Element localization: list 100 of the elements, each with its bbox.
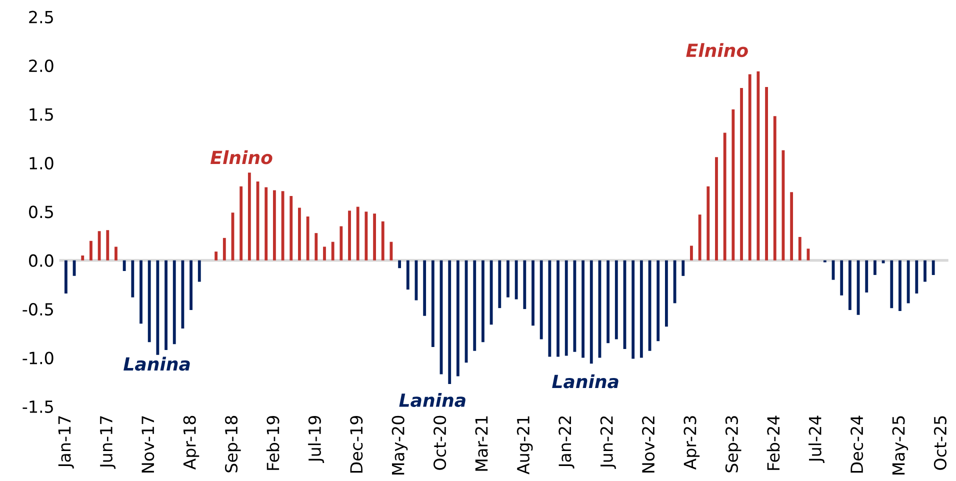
bar (98, 231, 101, 260)
bar (698, 214, 702, 260)
bar (482, 260, 484, 342)
bar (64, 260, 68, 294)
bar (706, 186, 710, 260)
bar (906, 260, 910, 304)
bar (164, 260, 168, 350)
y-tick-label: -1.5 (22, 400, 53, 414)
x-tick-label: Dec-24 (850, 416, 864, 473)
bar (548, 260, 552, 357)
bar (290, 196, 293, 260)
annotation: Elnino (210, 150, 272, 164)
bar (882, 260, 885, 264)
bar (264, 187, 268, 260)
bar (740, 88, 743, 260)
bar (222, 238, 226, 260)
bar (364, 212, 368, 260)
bar (840, 260, 844, 296)
x-tick-label: Nov-22 (642, 416, 655, 472)
x-tick-label: Jan-17 (58, 416, 74, 469)
bar (848, 260, 852, 310)
bar (898, 260, 902, 311)
bar (281, 191, 284, 260)
bar (272, 190, 276, 260)
x-tick-label: Feb-24 (766, 416, 780, 470)
x-tick-label: Aug-21 (516, 416, 533, 474)
bar (532, 260, 534, 326)
y-tick-label: 1.5 (30, 108, 53, 121)
bar (523, 260, 526, 310)
bar (198, 260, 201, 282)
bar (798, 236, 802, 260)
x-tick-label: May-25 (892, 416, 908, 475)
x-tick-label: Apr-18 (183, 416, 200, 470)
bar (348, 210, 351, 260)
bar (381, 221, 384, 260)
bar (590, 260, 593, 364)
x-tick-label: Jan-22 (558, 416, 574, 469)
bar (214, 252, 218, 260)
bar (865, 260, 868, 292)
bar (790, 192, 794, 260)
annotation: Lanina (399, 393, 466, 408)
bar (748, 74, 752, 260)
bar (356, 206, 360, 260)
bar (715, 157, 718, 260)
x-tick-label: Jun-17 (100, 416, 116, 469)
bar (765, 86, 768, 260)
bar (423, 260, 426, 316)
bar (172, 260, 176, 344)
bar (656, 260, 660, 342)
x-tick-label: Oct-25 (934, 416, 947, 470)
bar (915, 260, 918, 294)
x-tick-label: Nov-17 (142, 416, 154, 472)
bar (490, 260, 493, 325)
bar (473, 260, 476, 351)
bar (514, 260, 518, 300)
x-tick-label: Mar-21 (475, 416, 488, 471)
bar (340, 226, 343, 260)
bar (314, 233, 318, 260)
bar (140, 260, 142, 324)
bar (582, 260, 585, 358)
bar (614, 260, 618, 340)
bar (331, 242, 334, 260)
bar (431, 260, 434, 348)
bar (106, 230, 110, 260)
y-tick-label: -1.0 (22, 352, 54, 364)
bar (932, 260, 935, 275)
bar (924, 260, 926, 282)
bar (323, 246, 326, 260)
bar (723, 132, 726, 260)
bar (690, 246, 693, 260)
bar (248, 172, 251, 260)
x-tick-label: Jun-22 (600, 416, 616, 469)
bar (606, 260, 610, 344)
bar (506, 260, 510, 298)
y-tick-label: 2.5 (29, 10, 53, 24)
bar (498, 260, 502, 308)
bar (122, 260, 126, 272)
bar (306, 216, 310, 260)
bar (81, 255, 84, 260)
bar (732, 109, 735, 260)
x-tick-label: Oct-20 (433, 416, 446, 470)
x-tick-label: Jul-24 (808, 416, 825, 463)
bar (756, 71, 760, 260)
y-tick-label: 2.0 (29, 60, 54, 72)
bar (640, 260, 643, 358)
bar (298, 208, 301, 260)
bar (573, 260, 576, 352)
bar (682, 260, 685, 276)
bar (540, 260, 543, 340)
bar (156, 260, 160, 355)
annotation: Elnino (686, 43, 748, 58)
bar (664, 260, 668, 327)
bar (456, 260, 460, 376)
bar (398, 260, 402, 268)
x-tick-label: Jul-19 (308, 416, 324, 463)
bar (406, 260, 410, 290)
bar (131, 260, 134, 298)
bar (148, 260, 151, 342)
x-tick-label: Sep-23 (725, 416, 742, 472)
x-tick-label: Apr-23 (684, 416, 700, 470)
